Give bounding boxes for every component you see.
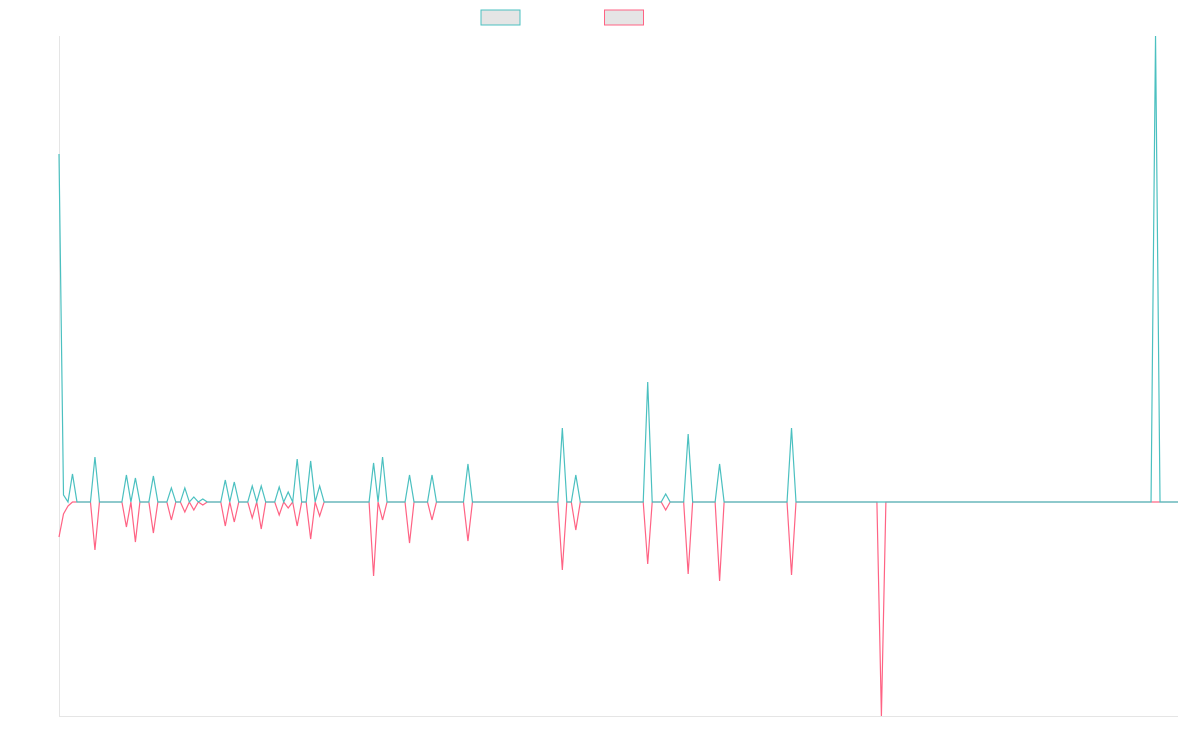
legend-swatch (480, 9, 521, 26)
legend-swatch (604, 9, 644, 26)
series-line (58, 500, 1178, 717)
series-line (58, 35, 1178, 505)
